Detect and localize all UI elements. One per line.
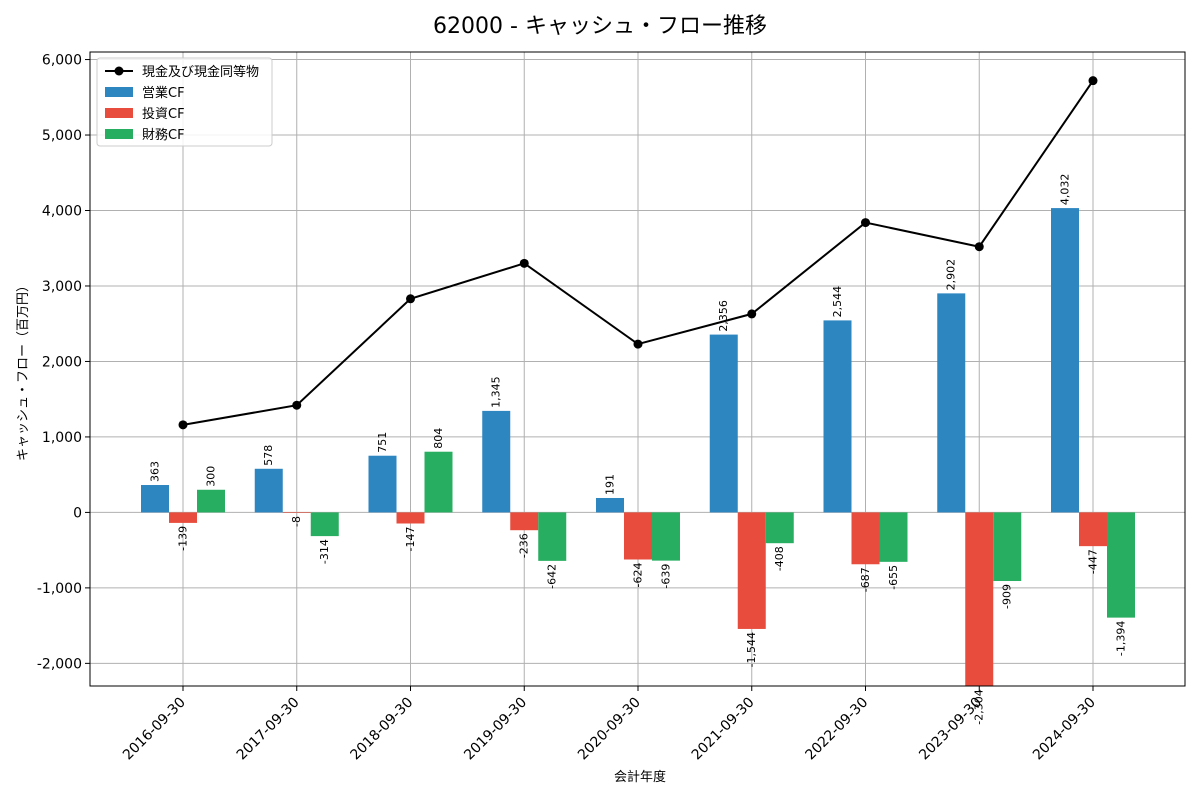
bar [652,512,680,561]
bar [1051,208,1079,513]
y-tick-label: -2,000 [37,656,82,672]
bar [482,410,511,513]
y-tick-label: 2,000 [42,354,82,370]
bar-value-label: -687 [859,567,872,592]
bar-value-label: -655 [887,565,900,590]
bar-value-label: 4,032 [1059,174,1072,206]
cash-balance-point [519,258,529,268]
bar-value-label: 751 [376,432,389,453]
bar [709,334,738,513]
bar-value-label: -236 [518,533,531,558]
y-tick-label: 4,000 [42,204,82,220]
cash-balance-point [406,294,415,304]
cash-balance-point [974,242,984,252]
bar [282,512,311,514]
bar-value-label: -639 [660,564,673,589]
bar [510,512,539,531]
y-tick-label: 3,000 [42,279,82,295]
y-axis-label: キャッシュ・フロー（百万円） [16,279,31,461]
bar [937,293,966,513]
cash-balance-point [1088,76,1098,86]
bar [823,320,852,513]
bar-value-label: -408 [773,546,786,571]
bar-value-label: -1,544 [745,632,758,667]
bar-value-label: 363 [149,461,162,482]
legend-swatch [105,129,133,139]
y-tick-label: 0 [73,505,82,521]
cash-balance-point [861,218,870,228]
chart-title: 62000 - キャッシュ・フロー推移 [433,14,767,39]
bar [141,485,169,513]
bar [851,512,880,565]
cash-balance-point [178,420,188,430]
bar-value-label: 1,345 [490,376,503,408]
bar-value-label: 2,356 [717,300,730,332]
bar [396,512,425,524]
bar-value-label: -2,304 [973,689,986,724]
bar [737,512,766,629]
line-layer [178,76,1098,430]
bar-value-label: 300 [205,466,218,487]
y-tick-label: 5,000 [42,128,82,144]
bar-value-label: 804 [432,428,445,449]
legend-marker [114,66,124,76]
legend-swatch [105,87,133,97]
bar [1107,512,1135,618]
bar [1079,512,1107,547]
x-axis-label: 会計年度 [614,769,666,785]
bar-value-label: -642 [546,564,559,589]
bar-value-label: 191 [604,474,617,495]
bar-value-label: -909 [1001,584,1014,609]
bar-value-label: -1,394 [1115,621,1128,656]
bar [254,468,283,513]
bar [624,512,652,560]
legend-swatch [105,108,133,118]
cash-balance-point [633,339,643,349]
bar-value-label: -147 [404,526,417,551]
bars-layer [141,208,1135,687]
y-tick-label: -1,000 [37,581,82,597]
bar [310,512,339,537]
bar [596,497,624,513]
cash-balance-point [747,309,757,319]
bar [169,512,197,523]
bar [368,455,397,513]
legend-label: 現金及び現金同等物 [142,64,259,80]
bar-value-label: -624 [632,563,645,588]
y-axis: -2,000 -1,000 0 1,000 2,000 3,000 4,000 5,000 6,… [37,53,90,672]
bar-value-label: 578 [262,445,275,466]
legend-label: 営業CF [142,85,185,101]
bar [197,489,225,513]
bar [765,512,794,544]
legend-box [96,57,273,147]
legend-label: 投資CF [142,106,185,122]
legend-label: 財務CF [142,128,185,143]
bar-value-label: -447 [1087,549,1100,574]
bar [538,512,567,561]
bar [993,512,1022,582]
y-tick-label: 1,000 [42,430,82,446]
bar-value-label: -314 [318,539,331,564]
bar-value-label: 2,544 [831,286,844,318]
bar [879,512,908,562]
cash-balance-point [292,400,302,410]
bar-value-label: -8 [290,516,303,527]
data-labels-layer: 363 578 751 1,345 191 2,356 2,544 2,902 4,032 -13… [149,174,1128,725]
bar-value-label: -139 [177,526,190,551]
y-tick-label: 6,000 [42,53,82,69]
bar [424,451,453,513]
bar-value-label: 2,902 [945,259,958,291]
bar [965,512,994,687]
